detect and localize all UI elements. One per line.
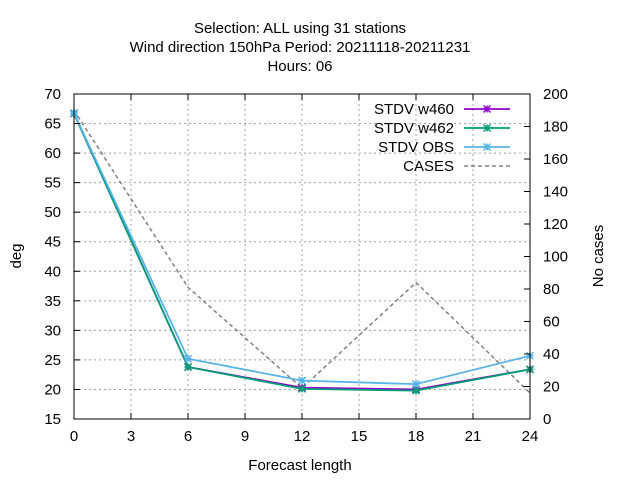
- y2-tick-label: 140: [543, 184, 568, 201]
- y2-tick-label: 60: [543, 314, 560, 331]
- y2-tick-label: 180: [543, 119, 568, 136]
- data-point: [183, 362, 193, 372]
- x-tick-label: 24: [522, 428, 539, 445]
- y-tick-label: 30: [44, 322, 61, 339]
- x-tick-label: 18: [408, 428, 425, 445]
- y-tick-label: 55: [44, 175, 61, 192]
- data-point: [297, 376, 307, 385]
- y2-tick-label: 80: [543, 281, 560, 298]
- y-tick-label: 50: [44, 204, 61, 221]
- title-line-2: Wind direction 150hPa Period: 20211118-2…: [130, 39, 471, 56]
- y-tick-label: 20: [44, 381, 61, 398]
- y2-tick-label: 200: [543, 86, 568, 103]
- y-tick-label: 40: [44, 263, 61, 280]
- data-point: [411, 380, 421, 389]
- x-tick-label: 6: [184, 428, 192, 445]
- legend: STDV w460 STDV w462 STDV OBS CASES: [374, 101, 510, 175]
- series-layer: [69, 108, 535, 395]
- legend-marker: [482, 104, 492, 114]
- legend-label: CASES: [403, 158, 454, 175]
- y2-tick-label: 0: [543, 411, 551, 428]
- axis-ticks: 0 3 6 9 12 15 18 21 24 15 20 25 30 35 40 45 50 55 60 65 70 0 2…: [44, 86, 568, 445]
- legend-label: STDV w460: [374, 101, 454, 118]
- x-tick-label: 3: [127, 428, 135, 445]
- y-tick-label: 35: [44, 293, 61, 310]
- y2-tick-label: 20: [543, 379, 560, 396]
- y-tick-label: 25: [44, 352, 61, 369]
- y2-tick-label: 160: [543, 151, 568, 168]
- legend-label: STDV w462: [374, 120, 454, 137]
- series-line-cases: [73, 109, 531, 394]
- y2-tick-label: 100: [543, 249, 568, 266]
- y-tick-label: 65: [44, 116, 61, 133]
- y-tick-label: 45: [44, 234, 61, 251]
- grid: [74, 94, 530, 419]
- y-tick-label: 60: [44, 145, 61, 162]
- y2-tick-label: 120: [543, 216, 568, 233]
- x-tick-label: 0: [70, 428, 78, 445]
- x-axis-label: Forecast length: [248, 457, 351, 474]
- data-point: [297, 384, 307, 393]
- x-tick-label: 15: [351, 428, 368, 445]
- y-axis-label: deg: [8, 243, 25, 268]
- legend-label: STDV OBS: [378, 139, 454, 156]
- title-line-3: Hours: 06: [267, 58, 332, 75]
- y2-tick-label: 40: [543, 346, 560, 363]
- legend-marker: [482, 123, 492, 133]
- y-tick-label: 70: [44, 86, 61, 103]
- title-line-1: Selection: ALL using 31 stations: [194, 20, 406, 37]
- x-tick-label: 12: [294, 428, 311, 445]
- chart-title: Selection: ALL using 31 stations Wind di…: [130, 20, 471, 75]
- x-tick-label: 9: [241, 428, 249, 445]
- data-point: [183, 354, 193, 363]
- y-tick-label: 15: [44, 411, 61, 428]
- y2-axis-label: No cases: [590, 225, 607, 288]
- data-point: [411, 386, 421, 395]
- x-tick-label: 21: [465, 428, 482, 445]
- series-line-stdv-obs: [73, 112, 531, 386]
- legend-marker: [482, 142, 492, 152]
